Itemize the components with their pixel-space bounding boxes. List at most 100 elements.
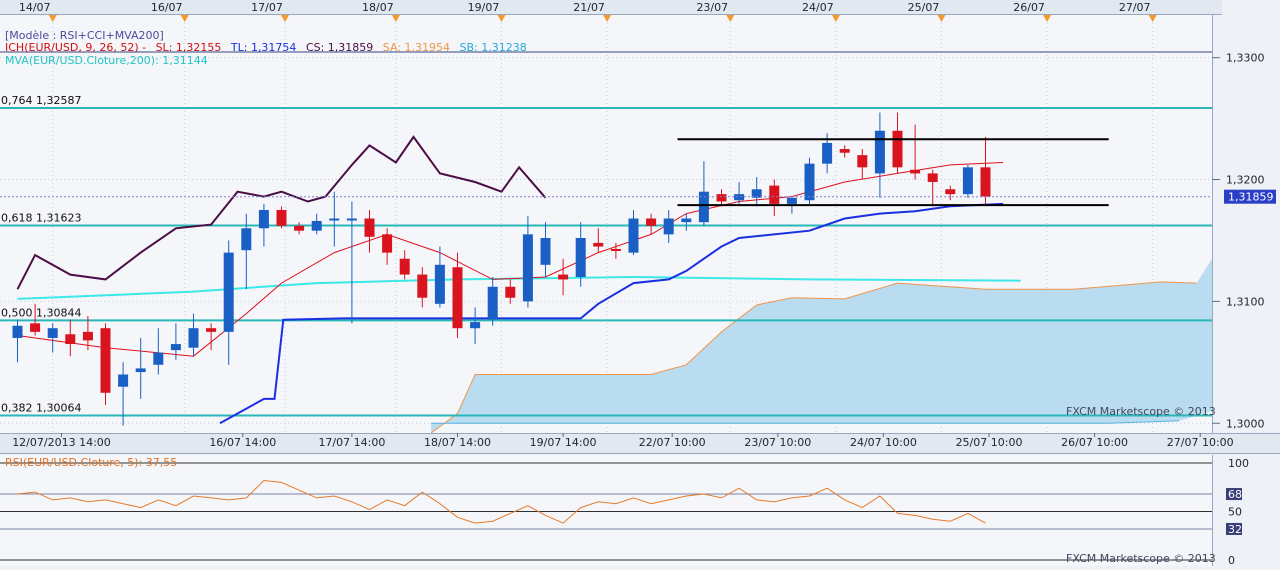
candle-bullish[interactable] — [153, 352, 164, 365]
rsi-tick-badge — [1226, 522, 1242, 535]
date-label: 27/07 — [1119, 1, 1151, 14]
candle-bullish[interactable] — [258, 209, 269, 229]
date-marker — [726, 15, 735, 22]
candle-bearish[interactable] — [276, 209, 287, 226]
time-axis-labels: 12/07/2013 14:00 16/07 14:00 17/07 14:00 18… — [12, 433, 1234, 449]
candle-bullish[interactable] — [962, 167, 973, 195]
legend-cs: CS: 1,31859 — [306, 41, 373, 54]
candle-bullish[interactable] — [822, 142, 833, 164]
candle-bullish[interactable] — [804, 163, 815, 201]
candle-bearish[interactable] — [646, 218, 657, 226]
candle-bullish[interactable] — [734, 194, 745, 201]
candle-bullish[interactable] — [241, 228, 252, 251]
legend-tl: TL: 1,31754 — [230, 41, 297, 54]
candle-bullish[interactable] — [575, 238, 586, 278]
candle-bullish[interactable] — [698, 191, 709, 223]
candle-bullish[interactable] — [487, 286, 498, 320]
candle-bullish[interactable] — [170, 344, 181, 351]
candle-bullish[interactable] — [522, 234, 533, 302]
candle-bearish[interactable] — [593, 242, 604, 247]
rsi-axis-ticks: 100 68 50 32 0 — [1226, 457, 1249, 567]
candle-bullish[interactable] — [663, 218, 674, 235]
time-tick-label: 23/07 10:00 — [744, 436, 811, 449]
candle-bullish[interactable] — [329, 218, 340, 221]
date-marker — [48, 15, 57, 22]
rsi-panel — [0, 455, 1212, 566]
time-tick-label: 24/07 10:00 — [850, 436, 917, 449]
date-marker — [180, 15, 189, 22]
candle-bullish[interactable] — [223, 252, 234, 332]
candle-bullish[interactable] — [188, 328, 199, 348]
chikou-span-line — [16, 135, 547, 290]
time-tick-label: 25/07 10:00 — [956, 436, 1023, 449]
candle-bullish[interactable] — [118, 374, 129, 387]
top-date-labels: 14/07 16/07 17/07 18/07 19/07 21/07 23/07 24/07… — [19, 1, 1157, 22]
candle-bearish[interactable] — [364, 218, 375, 237]
candle-bearish[interactable] — [417, 274, 428, 298]
candle-bearish[interactable] — [945, 189, 956, 195]
date-marker — [831, 15, 840, 22]
candle-bullish[interactable] — [346, 218, 357, 221]
candle-bearish[interactable] — [927, 173, 938, 182]
time-tick-label: 27/07 10:00 — [1167, 436, 1234, 449]
legend-model: [Modèle : RSI+CCI+MVA200] — [5, 29, 164, 42]
candle-bullish[interactable] — [311, 220, 322, 231]
date-label: 21/07 — [573, 1, 605, 14]
date-marker — [497, 15, 506, 22]
candle-bearish[interactable] — [206, 328, 217, 332]
fib-level-label: 0,382 1,30064 — [1, 401, 81, 414]
candle-bullish[interactable] — [47, 328, 58, 338]
candle-bearish[interactable] — [839, 149, 850, 153]
date-marker — [281, 15, 290, 22]
candle-bullish[interactable] — [540, 238, 551, 265]
candle-bearish[interactable] — [100, 328, 111, 393]
legend-ichimoku: ICH(EUR/USD, 9, 26, 52) - SL: 1,32155 TL… — [5, 41, 527, 54]
rsi-axis — [1212, 455, 1280, 566]
candle-bearish[interactable] — [452, 267, 463, 329]
candle-bullish[interactable] — [874, 130, 885, 174]
kijun-sen-line — [219, 202, 1004, 425]
price-tick-label: 1,3000 — [1226, 417, 1265, 430]
candle-bearish[interactable] — [910, 169, 921, 174]
time-tick-label: 19/07 14:00 — [530, 436, 597, 449]
candle-bullish[interactable] — [751, 189, 762, 198]
legend-sa: SA: 1,31954 — [383, 41, 450, 54]
time-tick-label: 26/07 10:00 — [1061, 436, 1128, 449]
candle-bearish[interactable] — [294, 225, 305, 231]
legend-mva: MVA(EUR/USD.Cloture,200): 1,31144 — [5, 54, 208, 67]
candle-bearish[interactable] — [892, 130, 903, 168]
candle-bearish[interactable] — [65, 334, 76, 345]
date-label: 18/07 — [362, 1, 394, 14]
candle-bearish[interactable] — [716, 194, 727, 202]
candle-bearish[interactable] — [857, 155, 868, 168]
candle-bearish[interactable] — [382, 234, 393, 253]
legend-sl: SL: 1,32155 — [156, 41, 222, 54]
date-label: 25/07 — [908, 1, 940, 14]
candle-bullish[interactable] — [12, 325, 23, 338]
candle-bearish[interactable] — [610, 248, 621, 251]
candle-bearish[interactable] — [505, 286, 516, 298]
candle-bullish[interactable] — [470, 322, 481, 329]
candle-bullish[interactable] — [434, 264, 445, 304]
candle-bearish[interactable] — [399, 258, 410, 275]
legend-ich-label: ICH(EUR/USD, 9, 26, 52) - — [5, 41, 146, 54]
candle-bearish[interactable] — [980, 167, 991, 197]
senkou-b-line — [430, 281, 1197, 434]
range-box[interactable] — [677, 138, 1109, 207]
rsi-line — [17, 479, 986, 524]
cloud-fill — [431, 223, 1213, 433]
date-label: 16/07 — [151, 1, 183, 14]
candlestick-series — [12, 112, 991, 426]
candle-bullish[interactable] — [681, 218, 692, 223]
candle-bullish[interactable] — [135, 368, 146, 373]
candle-bullish[interactable] — [628, 218, 639, 253]
candle-bearish[interactable] — [769, 185, 780, 204]
date-label: 19/07 — [468, 1, 500, 14]
candle-bearish[interactable] — [30, 323, 41, 332]
legend-sb: SB: 1,31238 — [460, 41, 527, 54]
candle-bearish[interactable] — [82, 331, 93, 341]
candle-bearish[interactable] — [558, 274, 569, 280]
candle-bullish[interactable] — [786, 197, 797, 204]
price-tick-label: 1,3300 — [1226, 52, 1265, 65]
